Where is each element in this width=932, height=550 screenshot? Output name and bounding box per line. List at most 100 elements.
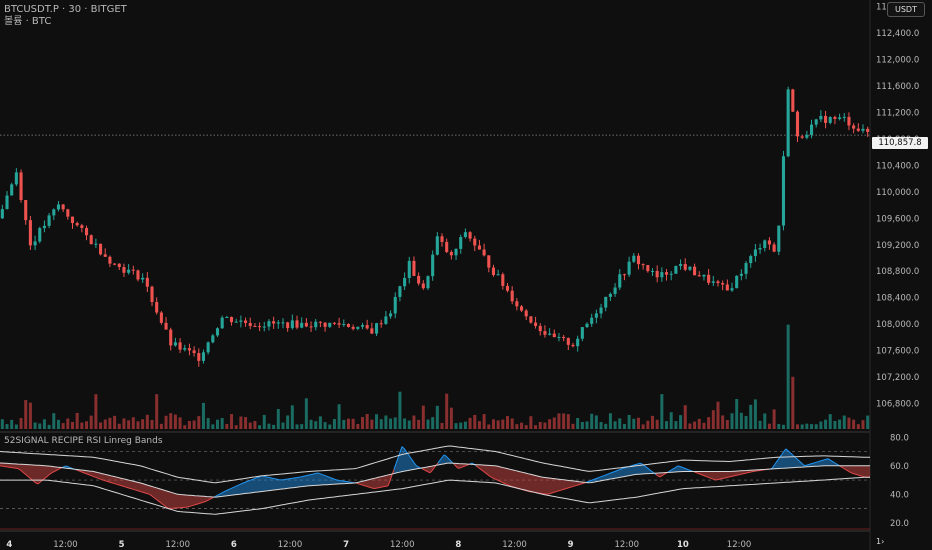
candle-body — [772, 244, 776, 252]
rsi-line — [67, 466, 71, 468]
rsi-fill — [90, 471, 92, 476]
candle-body — [52, 209, 56, 216]
volume-bar — [75, 412, 79, 429]
volume-bar — [716, 401, 720, 429]
rsi-fill — [100, 473, 102, 480]
rsi-line — [431, 467, 435, 472]
price-axis-label: 107,600.0 — [876, 347, 919, 357]
candle-body — [10, 184, 14, 196]
price-axis-label: 108,800.0 — [876, 267, 919, 277]
rsi-line — [131, 488, 135, 491]
rsi-line — [621, 467, 625, 470]
candle-body — [276, 322, 280, 324]
volume-bar — [506, 416, 509, 429]
volume-bar — [42, 419, 46, 429]
candle-body — [314, 321, 318, 328]
price-axis-label: 109,200.0 — [876, 241, 919, 251]
rsi-line — [65, 465, 69, 468]
rsi-fill — [410, 456, 412, 471]
rsi-line — [403, 448, 407, 452]
candle-body — [519, 306, 524, 311]
symbol-title[interactable]: BTCUSDT.P · 30 · BITGET — [4, 4, 127, 15]
rsi-fill — [168, 491, 170, 509]
rsi-fill — [130, 480, 132, 489]
rsi-line — [209, 497, 213, 500]
rsi-fill — [194, 495, 196, 506]
rsi-line — [425, 470, 429, 473]
rsi-line — [201, 501, 205, 504]
rsi-line — [827, 458, 831, 461]
rsi-fill — [402, 446, 404, 472]
candle-body — [80, 225, 84, 228]
rsi-line — [613, 470, 617, 473]
candle-body — [337, 323, 341, 325]
volume-bar — [622, 423, 626, 429]
candle-body — [688, 266, 692, 270]
volume-bar — [351, 418, 355, 429]
rsi-fill — [490, 465, 492, 478]
rsi-line — [573, 485, 577, 487]
candle-body — [258, 326, 262, 328]
candle-body — [618, 274, 622, 288]
volume-bar — [286, 415, 290, 429]
scroll-to-end-button[interactable]: 1› — [876, 537, 885, 546]
candle-body — [861, 128, 865, 131]
rsi-fill — [400, 446, 402, 473]
rsi-fill — [640, 463, 642, 475]
rsi-line — [789, 452, 793, 455]
candle-body — [234, 321, 238, 323]
rsi-fill — [224, 490, 226, 497]
volume-bar — [412, 415, 416, 429]
price-axis-label: 110,400.0 — [876, 161, 919, 171]
volume-bar — [459, 422, 463, 429]
volume-bar — [590, 413, 594, 429]
candle-body — [669, 273, 673, 275]
rsi-axis-label: 20.0 — [890, 519, 909, 529]
rsi-fill — [268, 477, 270, 491]
candle-body — [580, 327, 584, 339]
volume-bar — [94, 394, 98, 429]
rsi-line — [115, 483, 119, 486]
candle-body — [496, 274, 500, 276]
rsi-fill — [320, 473, 322, 486]
rsi-fill — [304, 475, 306, 487]
rsi-fill — [620, 468, 622, 478]
rsi-line — [499, 480, 503, 483]
volume-label[interactable]: 볼륨 · BTC — [4, 16, 52, 27]
rsi-fill — [272, 478, 274, 491]
rsi-line — [823, 458, 827, 461]
candle-body — [538, 325, 542, 332]
rsi-line — [327, 476, 331, 478]
volume-bar — [28, 402, 32, 429]
rsi-fill — [182, 494, 184, 508]
rsi-fill — [642, 463, 644, 475]
rsi-fill — [250, 479, 252, 493]
rsi-fill — [40, 465, 42, 483]
rsi-fill — [856, 465, 858, 475]
rsi-fill — [288, 478, 290, 489]
rsi-line — [47, 473, 51, 477]
rsi-indicator-title[interactable]: 52SIGNAL RECIPE RSI Linreg Bands — [4, 436, 163, 446]
rsi-line — [205, 499, 209, 502]
rsi-line — [157, 500, 161, 503]
rsi-fill — [514, 470, 516, 488]
volume-bar — [594, 415, 598, 429]
rsi-fill — [570, 480, 572, 488]
volume-bar — [487, 424, 491, 429]
rsi-line — [859, 475, 863, 477]
time-axis-label: 12:00 — [615, 540, 640, 550]
rsi-fill — [198, 495, 200, 504]
rsi-fill — [600, 476, 602, 481]
candle-body — [613, 287, 617, 294]
rsi-line — [591, 478, 595, 481]
rsi-fill — [558, 479, 560, 492]
rsi-fill — [48, 465, 50, 476]
rsi-line — [37, 481, 41, 485]
currency-button[interactable]: USDT — [887, 2, 925, 17]
candle-body — [824, 115, 828, 123]
volume-bar — [389, 418, 393, 429]
rsi-fill — [826, 458, 828, 466]
candle-body — [440, 236, 444, 242]
rsi-line — [387, 480, 391, 487]
